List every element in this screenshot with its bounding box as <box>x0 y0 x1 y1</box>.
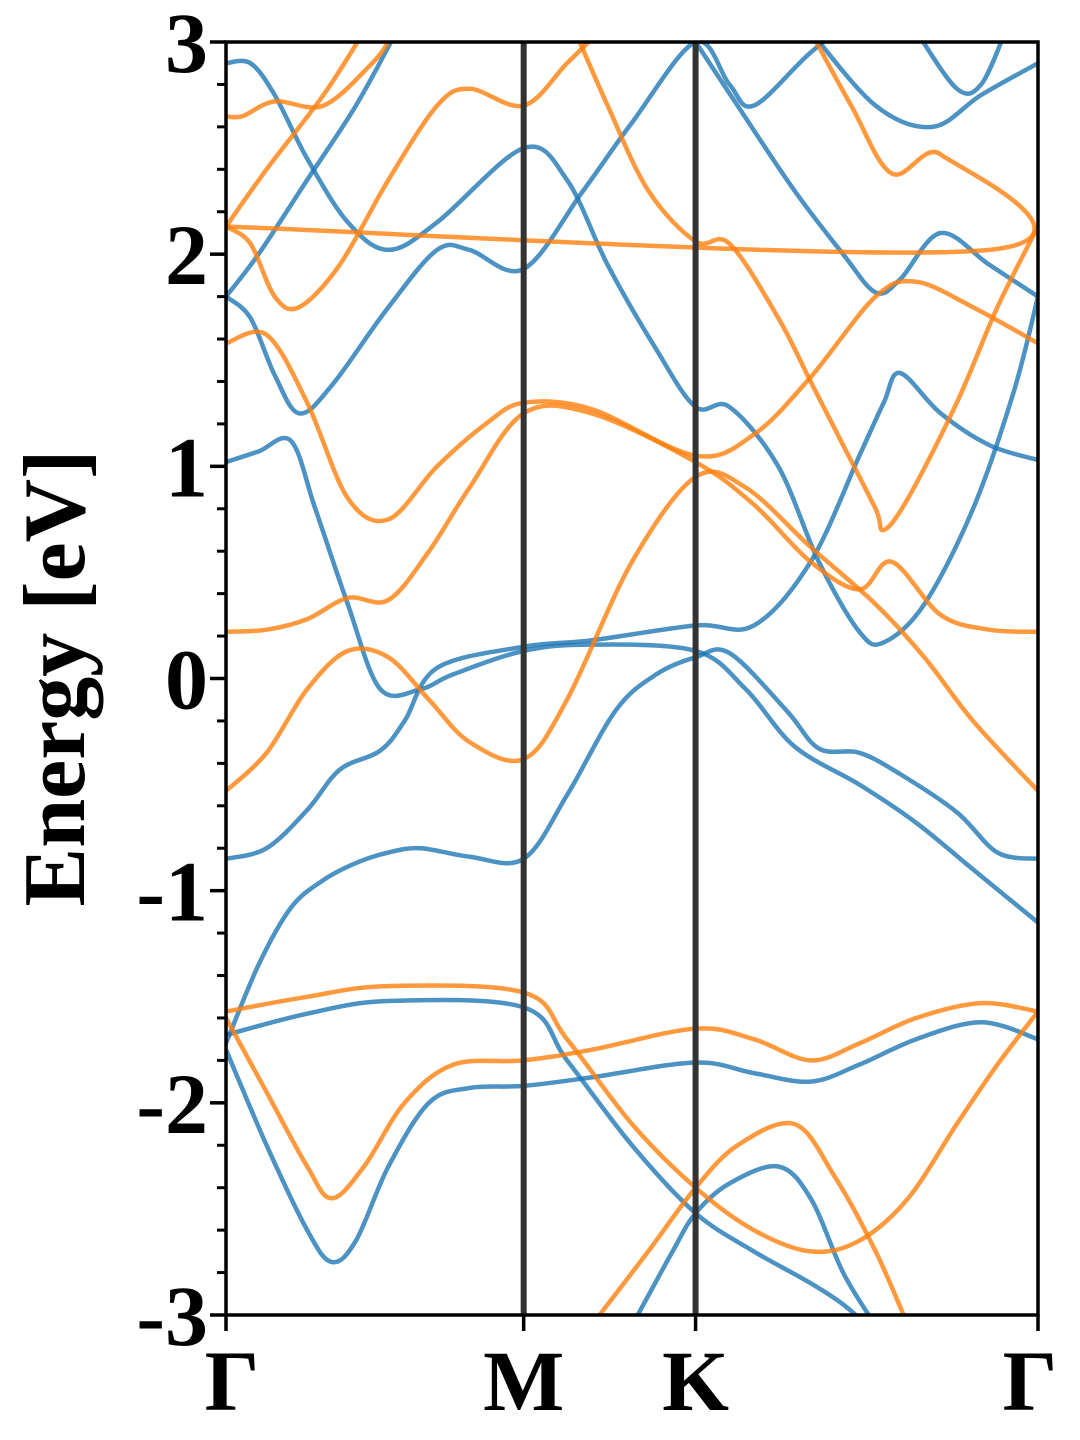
y-tick-label: 1 <box>165 419 208 515</box>
band-line-spin_up-10 <box>226 997 860 1315</box>
band-line-spin_down-20 <box>226 42 391 120</box>
band-line-spin_up-9 <box>816 42 1038 130</box>
band-line-spin_up-3 <box>226 435 1038 925</box>
band-line-spin_up-7 <box>693 42 1038 299</box>
bands-group <box>226 42 1038 1315</box>
band-line-spin_up-1 <box>226 370 1038 862</box>
band-line-spin_up-2 <box>226 647 1038 1046</box>
band-line-spin_down-13 <box>226 403 1038 635</box>
band-line-spin_up-8 <box>920 42 1004 96</box>
band-line-spin_up-6 <box>226 58 1038 647</box>
band-line-spin_up-4 <box>226 42 827 416</box>
x-tick-label: M <box>483 1333 564 1429</box>
band-line-spin_up-11 <box>226 1019 1038 1265</box>
y-axis-label: Energy [eV] <box>7 450 104 907</box>
y-tick-label: 2 <box>165 207 208 303</box>
band-line-spin_up-12 <box>635 1163 872 1315</box>
y-tick-label: -2 <box>136 1056 208 1152</box>
y-tick-label: -1 <box>136 844 208 940</box>
band-line-spin_down-16 <box>226 42 592 312</box>
plot-area: -3 -2 -1 0 1 2 3 Γ M K Γ <box>136 0 1057 1429</box>
band-line-spin_down-15 <box>226 278 1038 524</box>
band-line-spin_down-14 <box>226 469 1038 794</box>
y-tick-label: 0 <box>165 632 208 728</box>
band-line-spin_down-23 <box>596 1120 907 1315</box>
y-tick-label: 3 <box>165 0 208 91</box>
x-tick-label: Γ <box>1003 1333 1058 1429</box>
x-tick-label: K <box>662 1333 729 1429</box>
band-line-spin_up-5 <box>226 42 394 299</box>
band-line-spin_down-22 <box>226 1000 1038 1201</box>
y-tick-label: -3 <box>136 1268 208 1364</box>
x-tick-label: Γ <box>205 1333 260 1429</box>
band-line-spin_down-19 <box>226 42 1037 255</box>
band-line-spin_down-18 <box>577 42 1038 533</box>
band-line-spin_down-17 <box>226 42 361 229</box>
band-line-spin_down-21 <box>226 983 1038 1255</box>
